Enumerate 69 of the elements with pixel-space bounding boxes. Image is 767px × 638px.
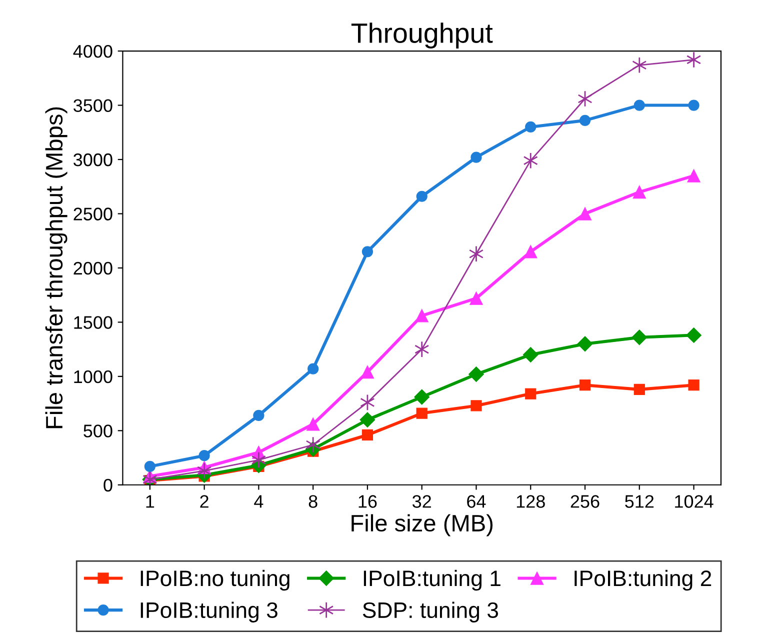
y-tick-label: 3000	[74, 153, 112, 166]
point	[578, 207, 592, 220]
point	[688, 100, 700, 111]
point	[416, 408, 428, 419]
point	[253, 410, 264, 422]
y-tick-label: 4000	[73, 44, 112, 58]
point	[362, 429, 374, 441]
point	[579, 380, 591, 391]
point	[251, 452, 266, 468]
point	[686, 327, 702, 343]
x-tick-label: 128	[516, 495, 545, 508]
y-axis-title: File transfer throughput (Mbps)	[45, 107, 68, 428]
point	[525, 121, 536, 133]
x-tick-label: 4	[254, 495, 264, 508]
point	[416, 190, 428, 202]
point	[634, 100, 645, 111]
point	[306, 418, 320, 431]
y-tick-label: 3500	[74, 99, 112, 112]
point	[362, 246, 374, 258]
point	[470, 152, 482, 163]
point	[414, 340, 430, 358]
point	[306, 436, 320, 454]
point	[470, 400, 482, 412]
x-tick-label: 2	[200, 495, 208, 508]
point	[414, 389, 430, 405]
point	[308, 363, 319, 374]
point	[632, 56, 647, 74]
y-tick-label: 2000	[74, 262, 112, 275]
legend-label: IPoIB:tuning 2	[574, 570, 712, 591]
point	[360, 365, 374, 379]
y-tick-label: 1000	[74, 370, 112, 384]
point	[196, 462, 212, 480]
x-tick-label: 32	[412, 495, 431, 508]
point	[632, 330, 648, 346]
point	[632, 185, 646, 199]
point	[144, 460, 156, 472]
point	[579, 114, 591, 126]
point	[687, 169, 700, 182]
legend-label: IPoIB:tuning 3	[140, 602, 278, 622]
point	[468, 366, 484, 382]
x-tick-label: 1024	[675, 495, 714, 508]
y-tick-label: 1500	[74, 316, 112, 329]
y-tick-label: 0	[104, 478, 112, 492]
point	[468, 246, 484, 262]
x-axis-title: File size (MB)	[352, 514, 493, 536]
point	[525, 388, 536, 400]
point	[524, 245, 538, 258]
legend-label: SDP: tuning 3	[362, 602, 498, 622]
x-tick-label: 16	[358, 495, 377, 508]
point	[470, 292, 483, 305]
y-tick-label: 500	[84, 424, 112, 438]
point	[523, 152, 538, 169]
point	[360, 412, 376, 428]
point	[634, 384, 645, 395]
x-tick-label: 512	[625, 495, 654, 508]
point	[415, 309, 428, 322]
legend-label: IPoIB:no tuning	[140, 570, 290, 591]
point	[686, 51, 702, 68]
legend-label: IPoIB:tuning 1	[364, 570, 500, 591]
x-tick-label: 8	[308, 495, 318, 508]
point	[198, 450, 210, 462]
chart-title: Throughput	[351, 22, 493, 48]
x-tick-label: 64	[467, 495, 486, 508]
y-tick-label: 2500	[74, 208, 112, 220]
point	[522, 347, 538, 362]
x-tick-label: 256	[570, 495, 600, 508]
point	[577, 336, 593, 352]
point	[688, 380, 700, 391]
x-tick-label: 1	[146, 495, 154, 508]
